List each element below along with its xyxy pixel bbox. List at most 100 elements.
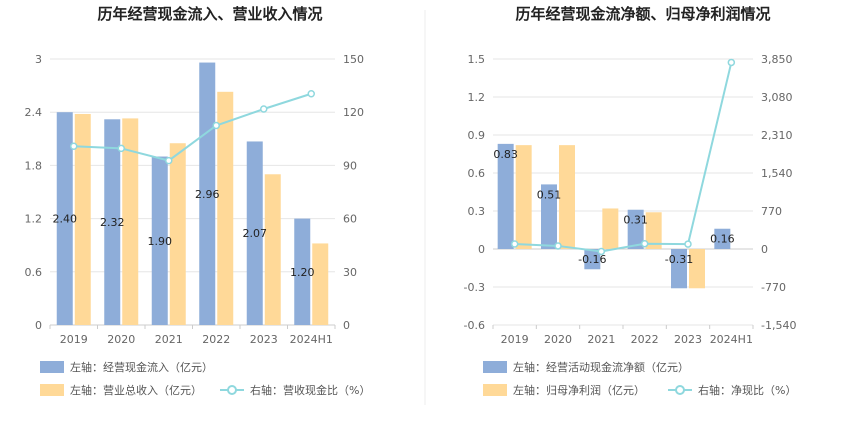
x-axis-tick-label: 2022 bbox=[631, 333, 659, 346]
legend-label-cash-inflow: 左轴：经营现金流入（亿元） bbox=[70, 360, 213, 374]
bar-data-label: -0.31 bbox=[665, 253, 693, 266]
bar-series-2 bbox=[515, 145, 532, 249]
bar-data-label: 1.90 bbox=[148, 235, 173, 248]
legend-label-net-profit: 左轴：归母净利润（亿元） bbox=[513, 383, 645, 397]
bar-series-1 bbox=[497, 143, 514, 249]
right-axis-tick-label: 1,540 bbox=[761, 167, 793, 180]
bar-series-1 bbox=[541, 184, 557, 249]
x-axis-tick-label: 2023 bbox=[674, 333, 702, 346]
legend-swatch-net-profit bbox=[483, 384, 507, 396]
bar-data-label: 1.20 bbox=[290, 266, 315, 279]
ratio-line-point bbox=[70, 142, 78, 150]
left-axis-tick-label: 1.2 bbox=[468, 91, 486, 104]
left-axis-tick-label: -0.3 bbox=[464, 281, 485, 294]
x-axis-tick-label: 2021 bbox=[587, 333, 615, 346]
bar-series-2 bbox=[602, 208, 619, 249]
bar-data-label: 2.07 bbox=[243, 227, 268, 240]
right-axis-tick-label: 3,080 bbox=[761, 91, 793, 104]
ratio-line-point bbox=[554, 242, 562, 250]
left-axis-tick-label: 0 bbox=[478, 243, 485, 256]
x-axis-tick-label: 2024H1 bbox=[290, 333, 333, 346]
left-axis-tick-label: 1.2 bbox=[25, 213, 43, 226]
bar-data-label: 2.40 bbox=[53, 213, 78, 226]
bar-series-1 bbox=[714, 228, 731, 249]
right-axis-tick-label: 0 bbox=[761, 243, 768, 256]
legend-item-revenue-cash-ratio[interactable]: 右轴：营收现金比（%） bbox=[220, 383, 370, 397]
bar-data-label: 0.83 bbox=[493, 148, 518, 161]
bar-series-2 bbox=[122, 118, 139, 325]
x-axis-tick-label: 2023 bbox=[250, 333, 278, 346]
ratio-line-point bbox=[640, 239, 649, 248]
x-axis-tick-label: 2022 bbox=[202, 333, 230, 346]
legend-swatch-operating-net-cash bbox=[483, 361, 507, 373]
left-chart-panel: 历年经营现金流入、营业收入情况 0 0.6 1.2 1.8 2.4 3 0 30 60 90 12… bbox=[25, 5, 371, 397]
ratio-line-point bbox=[212, 121, 220, 130]
left-chart-title: 历年经营现金流入、营业收入情况 bbox=[97, 5, 322, 23]
legend-marker-net-cash-ratio bbox=[675, 385, 685, 395]
right-axis-tick-label: 150 bbox=[343, 53, 364, 66]
bar-data-label: 0.51 bbox=[537, 188, 562, 201]
left-legend: 左轴：经营现金流入（亿元） 左轴：营业总收入（亿元） 右轴：营收现金比（%） bbox=[40, 360, 370, 397]
bar-series-2 bbox=[689, 249, 705, 289]
bar-series-1 bbox=[151, 156, 168, 325]
bar-series-2 bbox=[217, 91, 234, 325]
right-axis-tick-label: 2,310 bbox=[761, 129, 793, 142]
legend-item-operating-net-cash[interactable]: 左轴：经营活动现金流净额（亿元） bbox=[483, 360, 689, 374]
bar-series-2 bbox=[74, 113, 91, 326]
legend-label-net-cash-ratio: 右轴：净现比（%） bbox=[698, 383, 796, 397]
right-axis-tick-label: 3,850 bbox=[761, 53, 793, 66]
left-axis-tick-label: 0.6 bbox=[25, 266, 43, 279]
left-axis-tick-label: 0 bbox=[35, 319, 42, 332]
bar-series-2 bbox=[312, 243, 329, 325]
ratio-line-point bbox=[684, 240, 692, 248]
ratio-line-point bbox=[727, 58, 736, 67]
left-axis-tick-label: 3 bbox=[35, 53, 42, 66]
x-axis-tick-label: 2024H1 bbox=[710, 333, 753, 346]
ratio-line-point bbox=[597, 247, 606, 256]
bar-series-1 bbox=[246, 141, 263, 325]
bar-series-2 bbox=[264, 174, 281, 325]
bar-data-label: 2.96 bbox=[195, 188, 220, 201]
legend-marker-revenue-cash-ratio bbox=[227, 385, 237, 395]
left-axis-tick-label: 0.9 bbox=[468, 129, 486, 142]
bar-series-2 bbox=[169, 143, 186, 325]
right-axis-tick-label: 0 bbox=[343, 319, 350, 332]
ratio-line-point bbox=[307, 90, 315, 98]
x-axis-tick-label: 2019 bbox=[60, 333, 88, 346]
right-axis-tick-label: 90 bbox=[343, 159, 357, 172]
right-legend: 左轴：经营活动现金流净额（亿元） 左轴：归母净利润（亿元） 右轴：净现比（%） bbox=[483, 360, 796, 397]
right-axis-tick-label: 770 bbox=[761, 205, 782, 218]
bar-series-1 bbox=[584, 249, 601, 270]
legend-item-cash-inflow[interactable]: 左轴：经营现金流入（亿元） bbox=[40, 360, 213, 374]
ratio-line-point bbox=[260, 105, 268, 113]
right-axis-tick-label: 60 bbox=[343, 213, 357, 226]
ratio-line bbox=[73, 92, 312, 162]
bar-series-2 bbox=[645, 212, 662, 249]
legend-label-operating-net-cash: 左轴：经营活动现金流净额（亿元） bbox=[513, 360, 689, 374]
x-axis-tick-label: 2020 bbox=[544, 333, 572, 346]
right-axis-tick-label: -770 bbox=[761, 281, 786, 294]
right-axis-tick-label: -1,540 bbox=[761, 319, 796, 332]
right-axis-tick-label: 120 bbox=[343, 106, 364, 119]
right-axis-tick-label: 30 bbox=[343, 266, 357, 279]
legend-item-net-profit[interactable]: 左轴：归母净利润（亿元） bbox=[483, 383, 645, 397]
left-axis-tick-label: 0.6 bbox=[468, 167, 486, 180]
bar-series-1 bbox=[294, 218, 311, 325]
ratio-line-point bbox=[165, 156, 173, 165]
bar-series-1 bbox=[56, 112, 73, 325]
legend-item-net-cash-ratio[interactable]: 右轴：净现比（%） bbox=[668, 383, 796, 397]
ratio-line-point bbox=[117, 144, 125, 153]
legend-item-revenue[interactable]: 左轴：营业总收入（亿元） bbox=[40, 383, 202, 397]
legend-swatch-revenue bbox=[40, 384, 64, 396]
left-axis-tick-label: -0.6 bbox=[464, 319, 485, 332]
ratio-line bbox=[514, 62, 733, 253]
bar-data-label: 0.16 bbox=[710, 233, 735, 246]
bar-series-1 bbox=[627, 209, 644, 249]
ratio-line-point bbox=[510, 240, 519, 248]
bar-series-1 bbox=[104, 119, 121, 325]
legend-label-revenue: 左轴：营业总收入（亿元） bbox=[70, 383, 202, 397]
bar-data-label: 0.31 bbox=[623, 214, 648, 227]
bar-data-label: -0.16 bbox=[578, 253, 606, 266]
left-axis-tick-label: 2.4 bbox=[25, 106, 43, 119]
